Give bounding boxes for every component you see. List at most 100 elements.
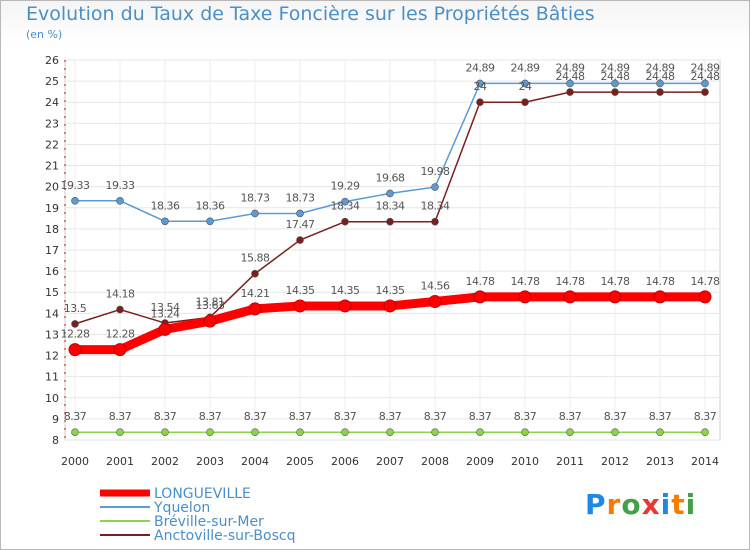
logo-letter: P [585, 488, 607, 521]
data-label-3-0: 13.5 [64, 302, 87, 315]
data-label-1-14: 24.89 [691, 61, 720, 74]
data-point-2-5 [296, 428, 304, 436]
data-label-1-2: 18.36 [151, 199, 180, 212]
data-label-3-11: 24.48 [556, 70, 585, 83]
y-tick-label: 14 [45, 307, 59, 320]
data-point-0-5 [293, 299, 307, 313]
data-point-1-0 [71, 197, 79, 205]
data-point-2-8 [431, 428, 439, 436]
data-point-2-10 [521, 428, 529, 436]
data-label-1-4: 18.73 [241, 191, 270, 204]
y-tick-label: 8 [52, 434, 59, 447]
data-point-0-12 [608, 290, 622, 304]
data-point-3-13 [656, 88, 664, 96]
data-point-1-13 [656, 79, 664, 88]
x-tick-label: 2010 [511, 455, 539, 468]
x-tick-label: 2009 [466, 455, 494, 468]
data-label-1-5: 18.73 [286, 191, 315, 204]
data-point-0-8 [428, 295, 442, 309]
logo-letter: r [606, 488, 622, 521]
data-point-3-8 [431, 217, 439, 226]
data-label-1-10: 24.89 [511, 61, 540, 74]
data-point-1-7 [386, 189, 394, 198]
data-point-2-9 [476, 428, 484, 436]
data-label-2-5: 8.37 [289, 410, 312, 423]
data-label-2-8: 8.37 [424, 410, 447, 423]
data-label-3-12: 24.48 [601, 70, 630, 83]
data-label-0-4: 14.21 [241, 287, 270, 300]
y-tick-label: 15 [45, 286, 59, 299]
data-label-1-13: 24.89 [646, 61, 675, 74]
x-tick-label: 2004 [241, 455, 269, 468]
data-point-3-0 [71, 320, 79, 328]
data-point-3-7 [386, 217, 394, 226]
data-point-3-10 [521, 98, 529, 107]
x-tick-label: 2003 [196, 455, 224, 468]
data-point-3-9 [476, 98, 484, 107]
data-label-2-7: 8.37 [379, 410, 402, 423]
data-point-0-2 [158, 322, 172, 336]
legend-label-2: Bréville-sur-Mer [154, 514, 264, 530]
data-label-3-5: 17.47 [286, 218, 315, 231]
data-label-0-10: 14.78 [511, 275, 540, 288]
data-label-0-7: 14.35 [376, 284, 405, 297]
data-point-3-4 [251, 269, 259, 278]
data-label-3-2: 13.54 [151, 301, 180, 314]
data-label-3-1: 14.18 [106, 288, 135, 301]
y-tick-label: 18 [45, 223, 59, 236]
logo-letter: i [685, 488, 697, 521]
data-label-3-9: 24 [474, 80, 487, 93]
data-label-3-4: 15.88 [241, 252, 270, 265]
y-tick-label: 24 [45, 96, 59, 109]
data-point-2-13 [656, 428, 664, 436]
data-point-0-14 [698, 290, 712, 304]
data-point-1-4 [251, 209, 259, 218]
data-label-1-6: 19.29 [331, 180, 360, 193]
data-label-0-1: 12.28 [106, 328, 135, 341]
x-tick-label: 2011 [556, 455, 584, 468]
data-label-0-2: 13.24 [151, 307, 180, 320]
data-point-0-3 [203, 314, 217, 328]
data-label-2-14: 8.37 [694, 410, 717, 423]
data-label-2-9: 8.37 [469, 410, 492, 423]
x-tick-label: 2007 [376, 455, 404, 468]
y-tick-label: 21 [45, 160, 59, 173]
data-point-3-11 [566, 88, 574, 96]
data-label-3-14: 24.48 [691, 70, 720, 83]
data-point-1-1 [116, 197, 124, 205]
data-label-0-6: 14.35 [331, 284, 360, 297]
data-label-2-4: 8.37 [244, 410, 267, 423]
y-tick-label: 12 [45, 350, 59, 363]
data-label-3-3: 13.81 [196, 295, 225, 308]
data-point-0-0 [68, 343, 82, 357]
x-tick-label: 2014 [691, 455, 719, 468]
y-tick-label: 20 [45, 181, 59, 194]
data-label-1-7: 19.68 [376, 171, 405, 184]
data-label-0-8: 14.56 [421, 280, 450, 293]
data-point-1-3 [206, 217, 214, 226]
data-point-2-3 [206, 428, 214, 436]
data-point-0-1 [113, 343, 127, 357]
data-point-2-4 [251, 428, 259, 436]
data-label-3-8: 18.34 [421, 200, 450, 213]
data-point-2-7 [386, 428, 394, 436]
data-label-0-11: 14.78 [556, 275, 585, 288]
data-point-1-11 [566, 79, 574, 88]
y-tick-label: 16 [45, 265, 59, 278]
x-tick-label: 2008 [421, 455, 449, 468]
x-tick-label: 2006 [331, 455, 359, 468]
y-tick-label: 25 [45, 75, 59, 88]
data-point-3-5 [296, 236, 304, 244]
chart-title: Evolution du Taux de Taxe Foncière sur l… [26, 3, 595, 25]
data-label-2-1: 8.37 [109, 410, 132, 423]
data-point-2-6 [341, 428, 349, 436]
data-label-1-0: 19.33 [61, 179, 90, 192]
data-point-3-1 [116, 305, 124, 314]
data-point-3-14 [701, 88, 709, 96]
data-label-0-9: 14.78 [466, 275, 495, 288]
data-label-1-12: 24.89 [601, 61, 630, 74]
data-label-3-10: 24 [519, 80, 532, 93]
data-label-2-13: 8.37 [649, 410, 672, 423]
y-tick-label: 11 [45, 371, 59, 384]
